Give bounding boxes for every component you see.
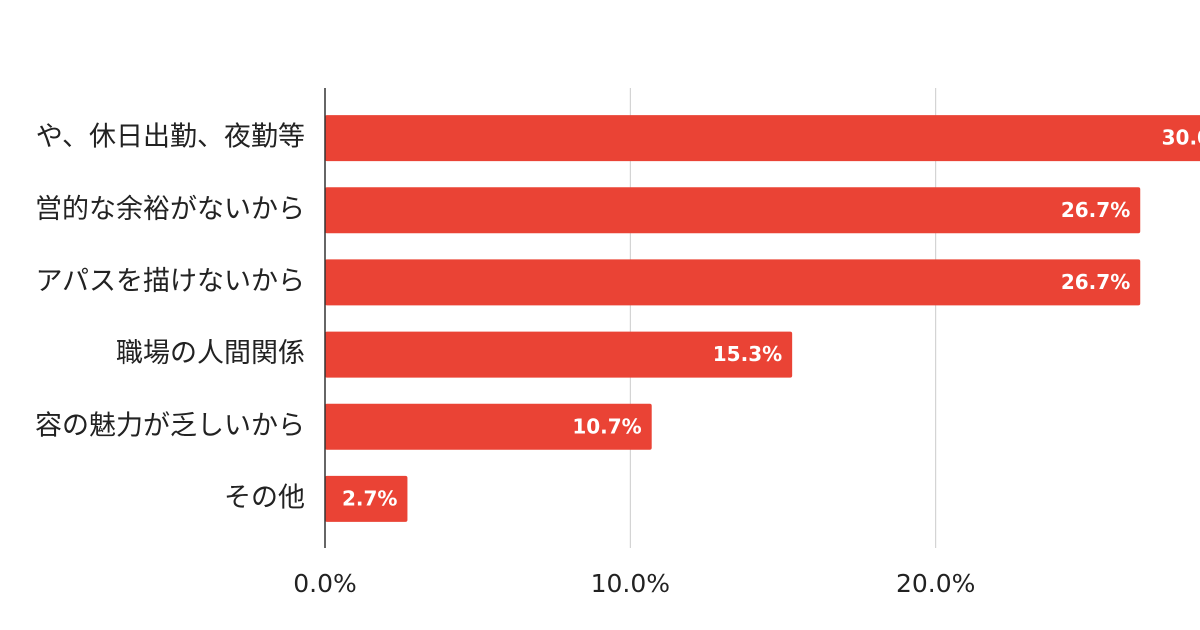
bar (325, 403, 652, 450)
category-label: 職場の人間関係 (116, 338, 305, 369)
category-label: その他 (224, 482, 305, 513)
value-label: 2.7% (342, 486, 397, 510)
x-tick-label: 0.0% (293, 569, 357, 598)
value-label: 15.3% (713, 342, 782, 366)
category-label: 営的な余裕がないから (35, 194, 305, 225)
category-label: や、休日出勤、夜勤等 (36, 122, 305, 153)
category-label: 容の魅力が乏しいから (35, 410, 305, 441)
bar (325, 259, 1141, 306)
bar (325, 115, 1200, 162)
value-label: 26.7% (1061, 198, 1130, 222)
value-label: 10.7% (572, 414, 641, 438)
value-label: 26.7% (1061, 270, 1130, 294)
bar (325, 331, 793, 378)
x-tick-label: 10.0% (591, 569, 670, 598)
x-tick-label: 20.0% (896, 569, 975, 598)
category-label: アパスを描けないから (36, 266, 305, 297)
value-label: 30.0% (1162, 126, 1200, 150)
bar (325, 475, 408, 522)
bar (325, 187, 1141, 234)
